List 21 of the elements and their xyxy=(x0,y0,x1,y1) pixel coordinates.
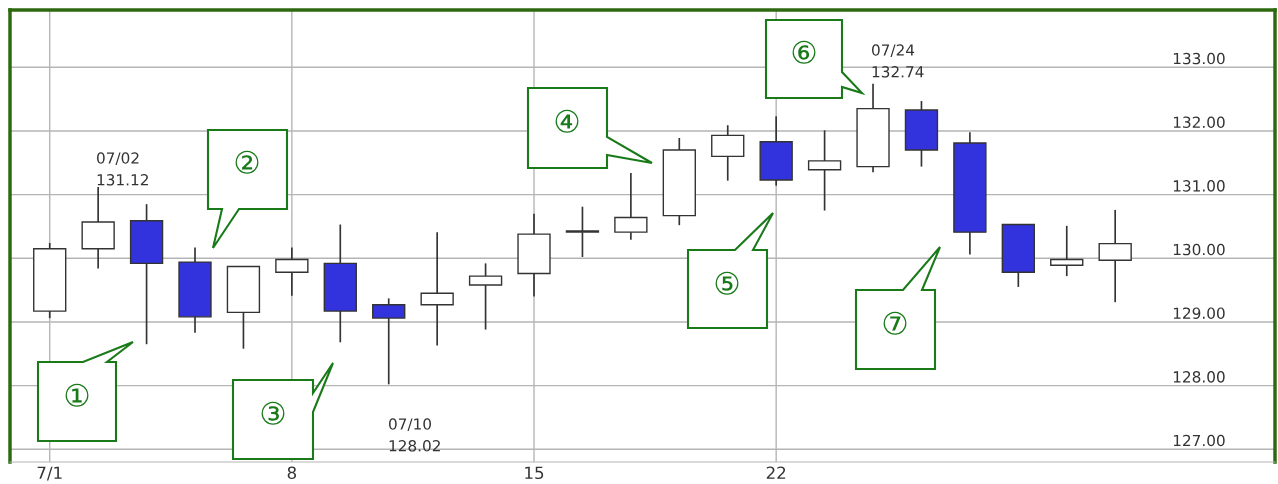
annotation: ② xyxy=(235,150,259,174)
annotation: 07/24 132.74 xyxy=(872,44,924,78)
annotation: ④ xyxy=(555,109,579,133)
annotation: ⑤ xyxy=(715,271,739,295)
annotation: ③ xyxy=(261,401,285,425)
y-tick-label: 130.00 xyxy=(1173,243,1225,256)
y-tick-label: 131.00 xyxy=(1173,180,1225,192)
annotation: ⑥ xyxy=(792,40,816,64)
annotation: ⑦ xyxy=(883,311,907,335)
annotation: ① xyxy=(65,383,89,407)
x-tick-label: 8 xyxy=(287,466,297,480)
x-tick-label: 7/1 xyxy=(37,466,62,481)
x-tick-label: 15 xyxy=(525,466,544,480)
y-tick-label: 127.00 xyxy=(1173,434,1225,447)
y-tick-label: 133.00 xyxy=(1173,52,1225,65)
annotation: 07/10 128.02 xyxy=(389,418,440,452)
y-tick-label: 128.00 xyxy=(1173,371,1225,383)
y-tick-label: 132.00 xyxy=(1173,116,1225,128)
y-tick-label: 129.00 xyxy=(1173,307,1225,319)
annotation: 07/02 131.12 xyxy=(97,152,148,186)
x-tick-label: 22 xyxy=(766,466,786,479)
